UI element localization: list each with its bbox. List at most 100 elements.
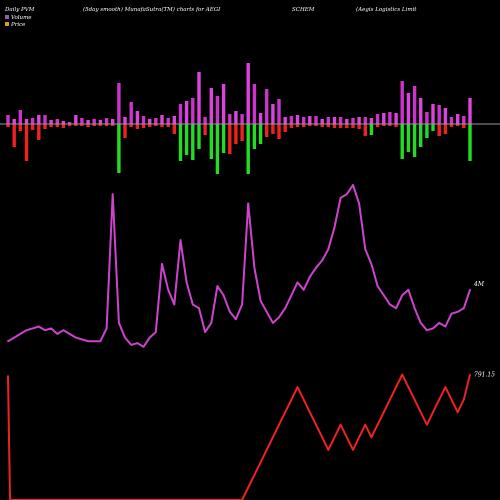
bar-below	[283, 124, 287, 132]
bar-above	[314, 116, 318, 124]
bar-below	[369, 124, 374, 135]
volume-point	[247, 202, 250, 205]
bar-below	[240, 124, 244, 141]
bar-above	[437, 105, 441, 124]
bar-above	[123, 117, 127, 124]
bar-above	[74, 115, 78, 124]
volume-series	[7, 184, 471, 348]
bar-below	[295, 124, 300, 127]
volume-point	[148, 336, 151, 339]
price-series	[7, 373, 471, 500]
bar-above	[246, 63, 250, 124]
volume-point	[284, 307, 287, 310]
legend-volume-swatch	[5, 15, 9, 19]
bar-above	[221, 84, 226, 124]
volume-point	[426, 329, 428, 332]
bar-above	[67, 122, 72, 124]
volume-point	[235, 318, 237, 321]
bar-below	[234, 124, 238, 144]
volume-point	[50, 327, 52, 330]
bar-above	[289, 116, 294, 124]
header-center: (5day smooth) MunafaSutra(TM) charts for…	[83, 6, 221, 13]
volume-point	[13, 336, 16, 339]
bar-above	[406, 93, 411, 124]
bar-above	[92, 119, 96, 124]
volume-line	[7, 184, 471, 348]
bar-below	[160, 124, 164, 127]
bar-above	[55, 119, 59, 124]
price-point	[247, 486, 250, 489]
price-point	[370, 436, 373, 439]
bar-above	[308, 116, 312, 124]
bar-below	[197, 124, 201, 149]
bar-below	[363, 124, 367, 136]
bar-below	[320, 124, 324, 127]
header-company: (Aegis Logistics Limit	[356, 6, 417, 13]
bar-below	[148, 124, 152, 127]
bar-below	[86, 124, 90, 127]
volume-point	[204, 331, 207, 333]
bar-below	[221, 124, 226, 153]
bar-below	[172, 124, 176, 134]
bar-above	[209, 88, 213, 124]
volume-point	[179, 239, 182, 242]
bar-below	[117, 124, 121, 173]
volume-point	[444, 325, 447, 328]
volume-point	[74, 336, 77, 339]
volume-point	[173, 303, 176, 306]
bar-above	[338, 117, 343, 124]
bar-above	[345, 119, 349, 124]
bar-above	[240, 114, 244, 124]
volume-point	[228, 310, 231, 313]
bar-below	[135, 124, 140, 129]
bar-below	[277, 124, 281, 139]
bar-below	[209, 124, 213, 159]
bar-below	[388, 124, 392, 126]
bar-above	[443, 108, 448, 124]
pvm-bars	[6, 63, 472, 174]
header-left: Daily PVM	[4, 7, 35, 13]
price-point	[352, 448, 354, 451]
volume-point	[161, 263, 163, 265]
bar-below	[74, 124, 78, 126]
bar-above	[141, 116, 146, 124]
price-point	[444, 386, 447, 388]
header-symbol: SCHEM	[292, 7, 315, 13]
volume-point	[401, 294, 404, 297]
bar-above	[30, 118, 35, 124]
bar-above	[449, 117, 454, 124]
price-point	[389, 398, 391, 401]
price-point	[302, 398, 305, 401]
bar-below	[55, 124, 59, 127]
price-point	[358, 436, 360, 439]
bar-below	[246, 124, 250, 174]
price-point	[450, 398, 453, 401]
volume-point	[370, 263, 373, 265]
bar-above	[357, 117, 361, 124]
bar-above	[129, 102, 133, 124]
price-point	[345, 436, 348, 439]
volume-point	[327, 248, 330, 251]
bar-above	[419, 98, 423, 124]
price-point	[265, 448, 268, 451]
volume-point	[389, 303, 391, 306]
price-point	[419, 411, 422, 414]
bar-below	[462, 124, 466, 128]
volume-point	[37, 325, 40, 328]
volume-point	[44, 329, 46, 332]
bar-below	[80, 124, 84, 126]
bar-below	[351, 124, 355, 128]
bar-above	[382, 113, 386, 124]
bar-below	[357, 124, 361, 129]
bar-below	[332, 124, 337, 128]
volume-point	[222, 294, 225, 297]
volume-point	[438, 322, 441, 324]
price-point	[327, 448, 330, 451]
bar-below	[308, 124, 312, 126]
bar-below	[191, 124, 195, 160]
bar-above	[252, 84, 257, 124]
price-point	[456, 411, 459, 414]
bar-below	[61, 124, 66, 128]
bar-above	[37, 115, 41, 124]
